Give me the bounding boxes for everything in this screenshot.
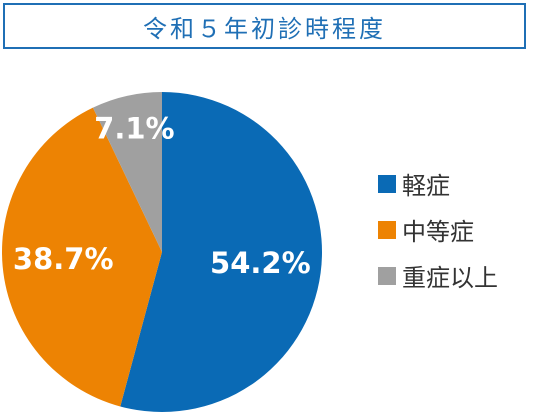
- legend-item-severe: 重症以上: [378, 262, 498, 292]
- pie-label-mild: 54.2%: [210, 246, 311, 280]
- pie-slice-mild: [120, 92, 323, 413]
- legend-label-mild: 軽症: [402, 172, 450, 200]
- legend-swatch-severe: [378, 266, 396, 285]
- legend-label-severe: 重症以上: [402, 264, 498, 292]
- legend: 軽症 中等症 重症以上: [378, 170, 498, 308]
- legend-swatch-mild: [378, 174, 396, 193]
- legend-item-mild: 軽症: [378, 170, 498, 200]
- legend-label-moderate: 中等症: [402, 218, 474, 246]
- pie-label-moderate: 38.7%: [13, 242, 114, 276]
- pie-label-severe: 7.1%: [94, 111, 174, 145]
- chart-title: 令和５年初診時程度: [3, 3, 526, 49]
- legend-item-moderate: 中等症: [378, 216, 498, 246]
- legend-swatch-moderate: [378, 220, 396, 239]
- pie-slice-moderate: [2, 107, 163, 407]
- pie-slice-severe: [92, 92, 162, 252]
